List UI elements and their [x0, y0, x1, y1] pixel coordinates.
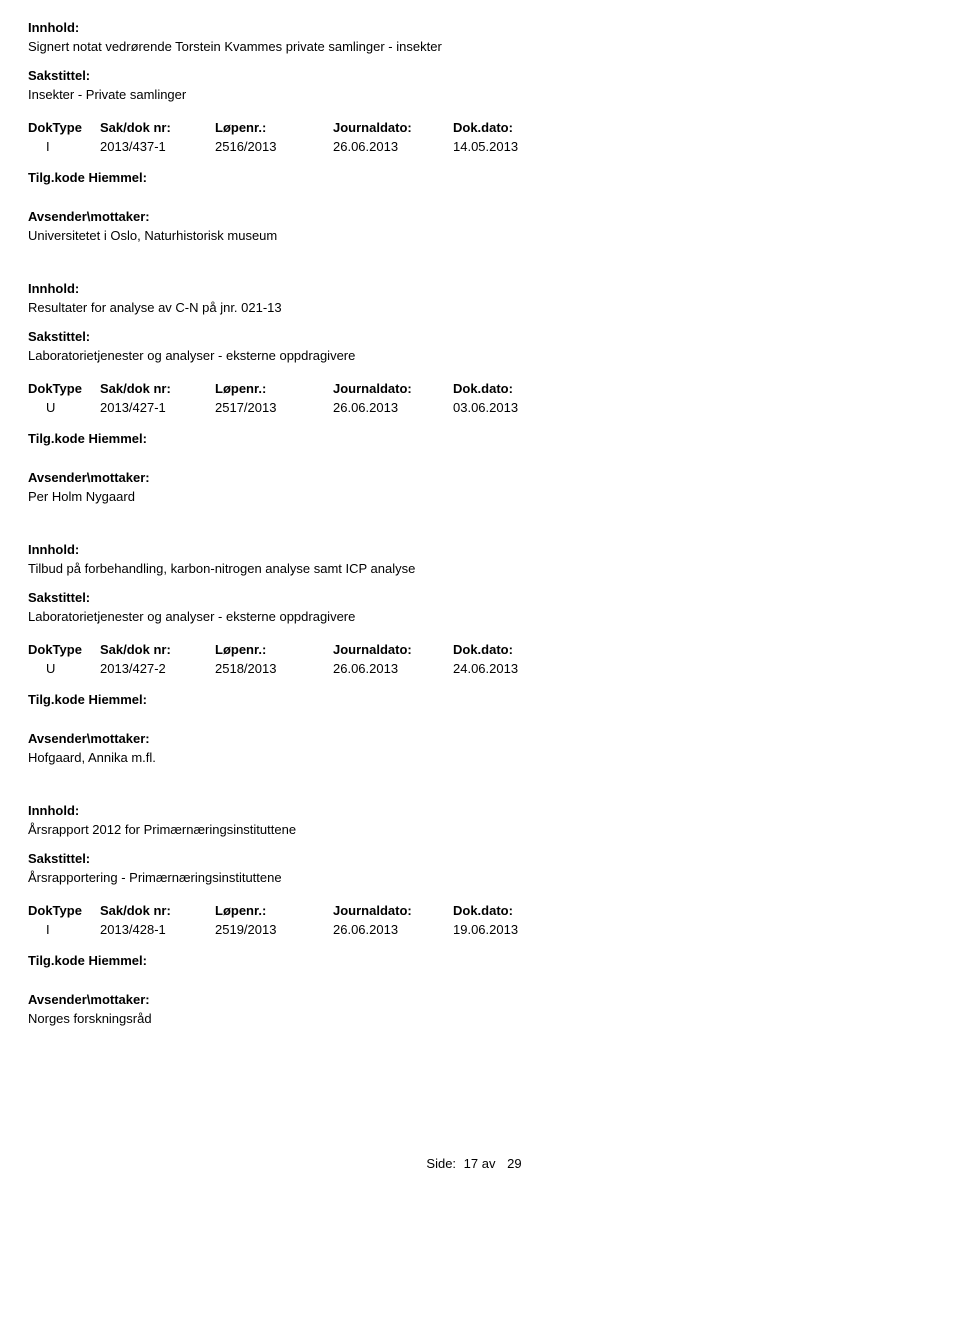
lopenr-header: Løpenr.:: [215, 903, 333, 918]
values-row: I 2013/437-1 2516/2013 26.06.2013 14.05.…: [28, 139, 920, 154]
saknr-header: Sak/dok nr:: [100, 381, 215, 396]
values-row: I 2013/428-1 2519/2013 26.06.2013 19.06.…: [28, 922, 920, 937]
saknr-value: 2013/427-2: [100, 661, 215, 676]
sakstittel-text: Laboratorietjenester og analyser - ekste…: [28, 348, 920, 363]
dokdato-header: Dok.dato:: [453, 381, 563, 396]
sakstittel-label: Sakstittel:: [28, 68, 920, 83]
journaldato-value: 26.06.2013: [333, 400, 453, 415]
lopenr-header: Løpenr.:: [215, 120, 333, 135]
tilgkode-row: Tilg.kode Hiemmel:: [28, 953, 920, 968]
journaldato-value: 26.06.2013: [333, 661, 453, 676]
dokdato-value: 24.06.2013: [453, 661, 563, 676]
page-footer: Side: 17 av 29: [28, 1156, 920, 1171]
dokdato-header: Dok.dato:: [453, 642, 563, 657]
avsender-label: Avsender\mottaker:: [28, 992, 920, 1007]
doktype-header: DokType: [28, 642, 100, 657]
doktype-header: DokType: [28, 120, 100, 135]
doktype-value: U: [28, 661, 100, 676]
record: Innhold: Tilbud på forbehandling, karbon…: [28, 542, 920, 765]
lopenr-header: Løpenr.:: [215, 642, 333, 657]
avsender-text: Universitetet i Oslo, Naturhistorisk mus…: [28, 228, 920, 243]
saknr-header: Sak/dok nr:: [100, 120, 215, 135]
lopenr-value: 2519/2013: [215, 922, 333, 937]
headers-row: DokType Sak/dok nr: Løpenr.: Journaldato…: [28, 903, 920, 918]
saknr-value: 2013/427-1: [100, 400, 215, 415]
saknr-header: Sak/dok nr:: [100, 903, 215, 918]
saknr-header: Sak/dok nr:: [100, 642, 215, 657]
journaldato-header: Journaldato:: [333, 120, 453, 135]
innhold-label: Innhold:: [28, 20, 920, 35]
innhold-text: Årsrapport 2012 for Primærnæringsinstitu…: [28, 822, 920, 837]
journaldato-value: 26.06.2013: [333, 139, 453, 154]
avsender-label: Avsender\mottaker:: [28, 731, 920, 746]
hiemmel-label: Hiemmel:: [88, 431, 147, 446]
dokdato-value: 03.06.2013: [453, 400, 563, 415]
sakstittel-label: Sakstittel:: [28, 590, 920, 605]
tilgkode-label: Tilg.kode: [28, 692, 85, 707]
av-label: av: [482, 1156, 500, 1171]
tilgkode-label: Tilg.kode: [28, 431, 85, 446]
innhold-text: Tilbud på forbehandling, karbon-nitrogen…: [28, 561, 920, 576]
avsender-text: Per Holm Nygaard: [28, 489, 920, 504]
saknr-value: 2013/428-1: [100, 922, 215, 937]
journaldato-header: Journaldato:: [333, 642, 453, 657]
dokdato-value: 19.06.2013: [453, 922, 563, 937]
innhold-text: Signert notat vedrørende Torstein Kvamme…: [28, 39, 920, 54]
sakstittel-label: Sakstittel:: [28, 851, 920, 866]
tilgkode-row: Tilg.kode Hiemmel:: [28, 170, 920, 185]
saknr-value: 2013/437-1: [100, 139, 215, 154]
record: Innhold: Signert notat vedrørende Torste…: [28, 20, 920, 243]
innhold-text: Resultater for analyse av C-N på jnr. 02…: [28, 300, 920, 315]
doktype-value: I: [28, 139, 100, 154]
innhold-label: Innhold:: [28, 542, 920, 557]
page-total: 29: [503, 1156, 521, 1171]
avsender-text: Norges forskningsråd: [28, 1011, 920, 1026]
tilgkode-row: Tilg.kode Hiemmel:: [28, 692, 920, 707]
headers-row: DokType Sak/dok nr: Løpenr.: Journaldato…: [28, 642, 920, 657]
sakstittel-text: Insekter - Private samlinger: [28, 87, 920, 102]
sakstittel-text: Årsrapportering - Primærnæringsinstitutt…: [28, 870, 920, 885]
hiemmel-label: Hiemmel:: [88, 170, 147, 185]
sakstittel-text: Laboratorietjenester og analyser - ekste…: [28, 609, 920, 624]
lopenr-value: 2517/2013: [215, 400, 333, 415]
lopenr-value: 2518/2013: [215, 661, 333, 676]
innhold-label: Innhold:: [28, 803, 920, 818]
values-row: U 2013/427-1 2517/2013 26.06.2013 03.06.…: [28, 400, 920, 415]
tilgkode-label: Tilg.kode: [28, 170, 85, 185]
sakstittel-label: Sakstittel:: [28, 329, 920, 344]
tilgkode-label: Tilg.kode: [28, 953, 85, 968]
values-row: U 2013/427-2 2518/2013 26.06.2013 24.06.…: [28, 661, 920, 676]
doktype-header: DokType: [28, 903, 100, 918]
headers-row: DokType Sak/dok nr: Løpenr.: Journaldato…: [28, 381, 920, 396]
page-current: 17: [464, 1156, 478, 1171]
dokdato-header: Dok.dato:: [453, 120, 563, 135]
doktype-value: I: [28, 922, 100, 937]
record: Innhold: Årsrapport 2012 for Primærnærin…: [28, 803, 920, 1026]
side-label: Side:: [426, 1156, 460, 1171]
journaldato-value: 26.06.2013: [333, 922, 453, 937]
journaldato-header: Journaldato:: [333, 381, 453, 396]
avsender-label: Avsender\mottaker:: [28, 470, 920, 485]
avsender-label: Avsender\mottaker:: [28, 209, 920, 224]
tilgkode-row: Tilg.kode Hiemmel:: [28, 431, 920, 446]
dokdato-header: Dok.dato:: [453, 903, 563, 918]
lopenr-header: Løpenr.:: [215, 381, 333, 396]
hiemmel-label: Hiemmel:: [88, 953, 147, 968]
doktype-header: DokType: [28, 381, 100, 396]
lopenr-value: 2516/2013: [215, 139, 333, 154]
dokdato-value: 14.05.2013: [453, 139, 563, 154]
hiemmel-label: Hiemmel:: [88, 692, 147, 707]
record: Innhold: Resultater for analyse av C-N p…: [28, 281, 920, 504]
journaldato-header: Journaldato:: [333, 903, 453, 918]
innhold-label: Innhold:: [28, 281, 920, 296]
headers-row: DokType Sak/dok nr: Løpenr.: Journaldato…: [28, 120, 920, 135]
doktype-value: U: [28, 400, 100, 415]
avsender-text: Hofgaard, Annika m.fl.: [28, 750, 920, 765]
